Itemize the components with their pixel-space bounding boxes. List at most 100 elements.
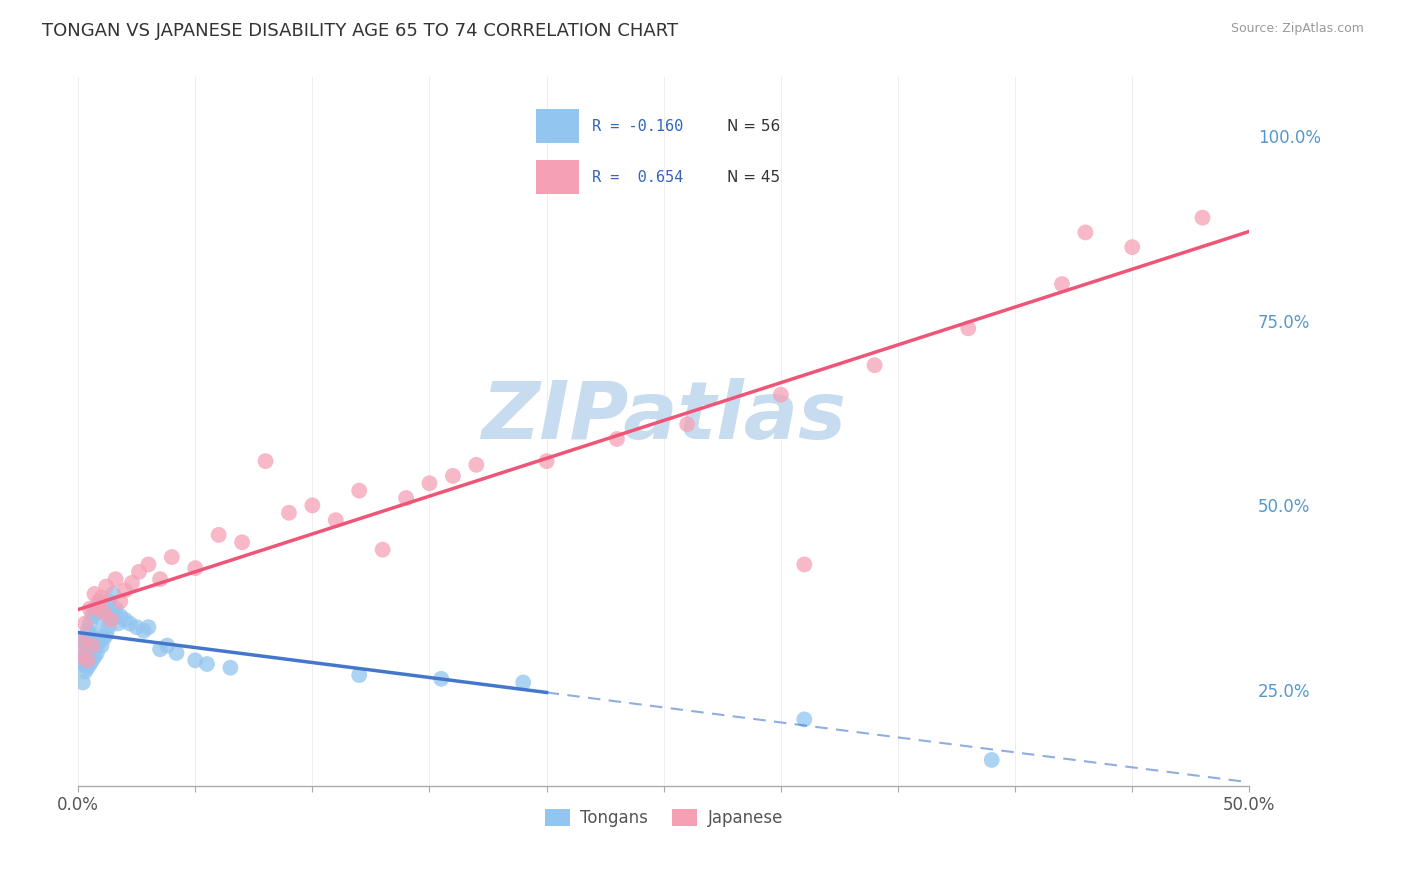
Point [103, 606, 125, 620]
Point [418, 476, 440, 491]
Point [1050, 277, 1073, 291]
Point [980, 753, 1002, 767]
Point [89, 594, 111, 608]
Point [184, 653, 207, 667]
Point [536, 454, 558, 468]
Point [465, 458, 488, 472]
Point [79, 601, 101, 615]
Point [72, 635, 94, 649]
Point [75, 635, 97, 649]
Point [79, 627, 101, 641]
Point [90, 591, 112, 605]
Point [104, 572, 127, 586]
Point [69, 639, 91, 653]
Point [606, 432, 628, 446]
Point [118, 616, 141, 631]
Point [325, 513, 347, 527]
Point [79, 616, 101, 631]
Legend: Tongans, Japanese: Tongans, Japanese [538, 803, 790, 834]
Point [69, 653, 91, 667]
Point [121, 575, 143, 590]
Point [110, 594, 132, 608]
Point [82, 609, 104, 624]
Point [69, 649, 91, 664]
Point [97, 594, 120, 608]
Text: Source: ZipAtlas.com: Source: ZipAtlas.com [1230, 22, 1364, 36]
Point [90, 639, 112, 653]
Point [128, 565, 150, 579]
Point [89, 594, 111, 608]
Point [110, 609, 132, 624]
Point [72, 675, 94, 690]
Point [138, 558, 160, 572]
Point [441, 469, 464, 483]
Point [138, 620, 160, 634]
Point [156, 639, 179, 653]
Point [301, 499, 323, 513]
Point [76, 624, 98, 638]
Point [347, 668, 370, 682]
Point [83, 601, 105, 615]
Point [90, 613, 112, 627]
Point [166, 646, 188, 660]
Point [114, 613, 136, 627]
Point [149, 572, 172, 586]
Point [184, 561, 207, 575]
Point [86, 627, 108, 641]
Point [160, 549, 183, 564]
Point [76, 653, 98, 667]
Point [72, 631, 94, 645]
Point [957, 321, 980, 335]
Point [125, 620, 148, 634]
Point [96, 627, 118, 641]
Point [195, 657, 218, 671]
Point [769, 388, 792, 402]
Point [231, 535, 253, 549]
Text: ZIPatlas: ZIPatlas [481, 378, 846, 457]
Point [104, 601, 127, 615]
Point [1121, 240, 1143, 254]
Point [347, 483, 370, 498]
Point [72, 657, 94, 671]
Point [395, 491, 418, 505]
Point [1074, 226, 1097, 240]
Point [89, 635, 111, 649]
Point [86, 606, 108, 620]
Point [96, 580, 118, 594]
Point [83, 649, 105, 664]
Point [82, 639, 104, 653]
Point [83, 587, 105, 601]
Point [75, 665, 97, 679]
Point [93, 598, 115, 612]
Text: TONGAN VS JAPANESE DISABILITY AGE 65 TO 74 CORRELATION CHART: TONGAN VS JAPANESE DISABILITY AGE 65 TO … [42, 22, 678, 40]
Point [430, 672, 453, 686]
Point [79, 657, 101, 671]
Point [208, 528, 231, 542]
Point [100, 613, 122, 627]
Point [1191, 211, 1213, 225]
Point [86, 601, 108, 615]
Point [79, 642, 101, 657]
Point [114, 583, 136, 598]
Point [86, 646, 108, 660]
Point [107, 616, 129, 631]
Point [149, 642, 172, 657]
Point [793, 712, 815, 726]
Point [512, 675, 534, 690]
Point [83, 631, 105, 645]
Point [93, 606, 115, 620]
Point [793, 558, 815, 572]
Point [76, 646, 98, 660]
Point [100, 613, 122, 627]
Point [254, 454, 277, 468]
Point [103, 587, 125, 601]
Point [219, 661, 242, 675]
Point [76, 661, 98, 675]
Point [863, 358, 886, 372]
Point [132, 624, 155, 638]
Point [93, 631, 115, 645]
Point [676, 417, 699, 432]
Point [371, 542, 394, 557]
Point [278, 506, 301, 520]
Point [82, 639, 104, 653]
